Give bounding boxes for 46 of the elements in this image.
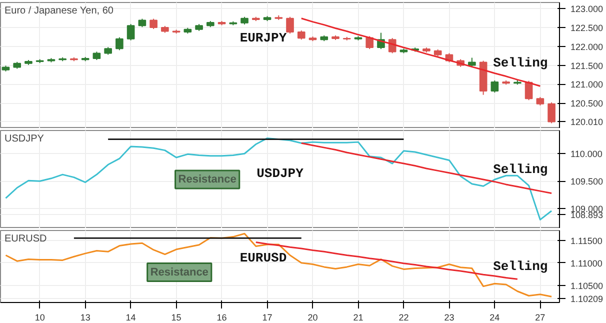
x-tick-label: 23 (444, 312, 454, 322)
annotation: Selling (493, 55, 548, 70)
chart-title: USDJPY (4, 134, 44, 144)
x-tick-label: 17 (262, 312, 272, 322)
candlestick (490, 80, 499, 94)
y-tick-label: 1.10209 (570, 294, 604, 304)
y-tick-label: 1.11500 (570, 236, 602, 246)
y-tick-label: 110.000 (570, 149, 602, 160)
y-tick-label: 120.500 (570, 98, 604, 109)
y-tick-label: 122.000 (570, 42, 604, 52)
candlestick (366, 36, 374, 50)
annotation: Resistance (178, 174, 236, 186)
annotation: EURJPY (240, 30, 287, 46)
x-tick-label: 22 (398, 312, 409, 322)
y-tick-label: 120.010 (570, 117, 604, 128)
annotation: Selling (493, 259, 548, 274)
annotation: Resistance (150, 266, 208, 278)
candlestick (116, 36, 124, 51)
x-tick-label: 10 (34, 312, 45, 322)
x-tick-label: 20 (308, 312, 318, 322)
candlestick (297, 30, 306, 40)
chart-title: EURUSD (4, 234, 47, 244)
x-tick-label: 27 (535, 312, 546, 322)
candlestick (548, 102, 556, 124)
y-tick-label: 108.893 (570, 210, 604, 220)
y-tick-label: 1.10500 (570, 280, 604, 291)
annotation: Selling (493, 162, 548, 178)
y-tick-label: 123.000 (570, 4, 604, 14)
y-tick-label: 121.000 (570, 80, 604, 90)
candlestick (150, 18, 158, 30)
chart-title: Euro / Japanese Yen, 60 (4, 6, 114, 16)
x-tick-label: 13 (80, 312, 90, 322)
annotation: USDJPY (256, 166, 304, 182)
x-tick-label: 24 (490, 312, 500, 322)
annotation: EURUSD (240, 250, 287, 266)
x-tick-label: 14 (126, 312, 136, 322)
y-tick-label: 121.500 (570, 60, 604, 71)
x-tick-label: 15 (171, 312, 182, 322)
candlestick (126, 24, 135, 41)
x-tick-label: 21 (353, 312, 364, 322)
x-tick-label: 16 (216, 312, 227, 322)
line-series (4, 232, 552, 298)
candlestick (286, 16, 294, 34)
y-tick-label: 109.500 (570, 176, 604, 187)
y-tick-label: 1.11000 (570, 258, 602, 268)
y-tick-label: 122.500 (570, 22, 604, 33)
